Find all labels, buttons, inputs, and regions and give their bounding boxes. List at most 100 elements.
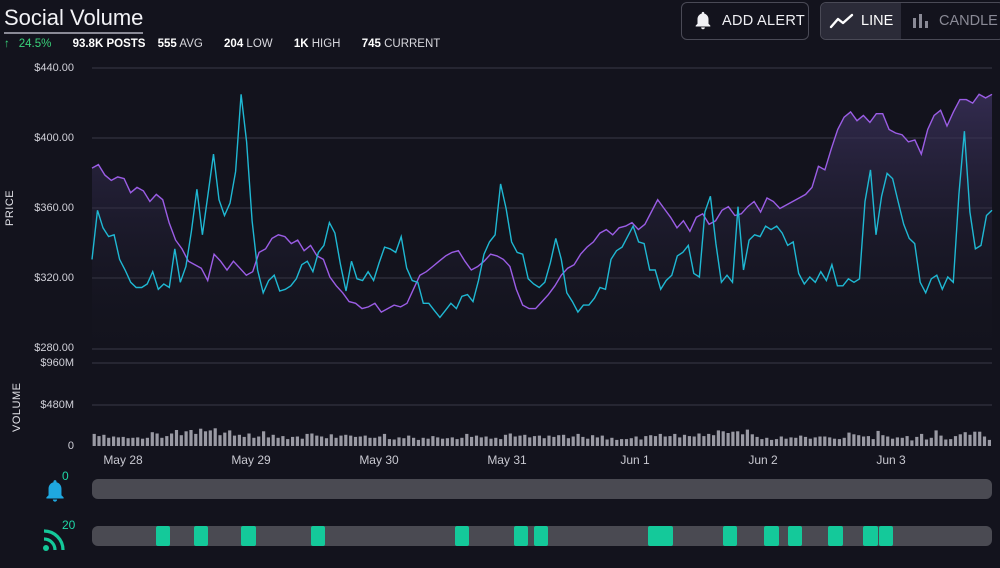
feed-event-marker[interactable] bbox=[722, 526, 738, 546]
volume-bar bbox=[682, 434, 687, 446]
volume-bar bbox=[358, 436, 362, 446]
volume-bar bbox=[649, 435, 653, 446]
price-tick-label: $320.00 bbox=[34, 272, 74, 284]
volume-bar bbox=[702, 436, 706, 446]
volume-bar bbox=[184, 431, 188, 446]
feed-event-marker[interactable] bbox=[787, 526, 803, 546]
price-tick-label: $280.00 bbox=[34, 342, 74, 354]
volume-bar bbox=[237, 434, 241, 446]
volume-bar bbox=[789, 437, 793, 446]
current-stat: 745 CURRENT bbox=[362, 38, 450, 50]
volume-bar bbox=[436, 437, 440, 446]
volume-bar bbox=[610, 437, 614, 446]
volume-tick-label: 0 bbox=[67, 440, 74, 452]
feed-event-marker[interactable] bbox=[764, 526, 779, 546]
avg-value: 555 bbox=[157, 38, 177, 50]
posts-stat: 93.8K POSTS bbox=[73, 38, 146, 50]
feed-event-marker[interactable] bbox=[533, 526, 549, 546]
high-value: 1K bbox=[293, 38, 309, 50]
volume-bar bbox=[397, 437, 401, 446]
volume-bar bbox=[141, 438, 145, 446]
volume-bar bbox=[92, 433, 96, 446]
volume-bar bbox=[982, 436, 987, 446]
feed-event-marker[interactable] bbox=[155, 526, 171, 546]
volume-bar bbox=[658, 433, 662, 446]
volume-bar bbox=[949, 439, 953, 446]
volume-bar bbox=[479, 437, 483, 446]
volume-bar bbox=[818, 436, 822, 446]
volume-bar bbox=[687, 436, 691, 446]
candle-chart-button[interactable]: CANDLE bbox=[901, 3, 1000, 39]
volume-bar bbox=[97, 436, 101, 446]
volume-bar bbox=[939, 435, 943, 446]
volume-bar bbox=[102, 434, 106, 446]
volume-bar bbox=[112, 436, 116, 446]
line-label: LINE bbox=[861, 13, 894, 29]
line-chart-button[interactable]: LINE bbox=[821, 3, 901, 39]
alerts-track[interactable] bbox=[92, 479, 992, 499]
volume-bar bbox=[484, 436, 488, 446]
feed-event-marker[interactable] bbox=[310, 526, 326, 546]
volume-bar bbox=[663, 436, 667, 446]
add-alert-button[interactable]: ADD ALERT bbox=[681, 2, 809, 40]
rss-icon[interactable] bbox=[42, 528, 66, 552]
x-tick-label: Jun 3 bbox=[876, 453, 906, 467]
price-line bbox=[91, 93, 993, 314]
volume-bar bbox=[828, 437, 832, 446]
bell-icon[interactable] bbox=[42, 478, 68, 506]
price-tick-label: $400.00 bbox=[34, 132, 74, 144]
volume-bar bbox=[208, 430, 212, 446]
volume-bar bbox=[716, 430, 720, 446]
chart-type-toggle: LINE CANDLE bbox=[820, 2, 1000, 40]
feed-event-marker[interactable] bbox=[193, 526, 209, 546]
price-tick-label: $360.00 bbox=[34, 202, 74, 214]
volume-bar bbox=[189, 430, 193, 446]
volume-bar bbox=[116, 437, 120, 446]
volume-bar bbox=[300, 438, 304, 446]
volume-bar bbox=[624, 439, 629, 446]
feed-event-marker[interactable] bbox=[514, 526, 529, 546]
feed-track[interactable] bbox=[92, 526, 992, 546]
volume-bar bbox=[968, 434, 972, 446]
volume-bar bbox=[600, 435, 604, 446]
feed-event-marker[interactable] bbox=[241, 526, 256, 546]
feed-event-marker[interactable] bbox=[828, 526, 843, 546]
volume-bar bbox=[402, 438, 406, 446]
volume-bar bbox=[121, 436, 125, 446]
change-stat: ↑ 24.5% bbox=[4, 38, 60, 50]
volume-bar bbox=[174, 430, 179, 446]
volume-bar bbox=[920, 433, 924, 446]
volume-bar bbox=[199, 428, 203, 446]
line-chart-icon bbox=[829, 13, 854, 29]
feed-event-marker[interactable] bbox=[878, 526, 893, 546]
feed-event-marker[interactable] bbox=[863, 526, 878, 546]
volume-bar bbox=[107, 437, 111, 446]
add-alert-label: ADD ALERT bbox=[722, 13, 806, 29]
current-label: CURRENT bbox=[384, 38, 441, 50]
x-tick-label: Jun 2 bbox=[748, 453, 778, 467]
avg-stat: 555 AVG bbox=[158, 38, 212, 50]
feed-event-marker[interactable] bbox=[454, 526, 470, 546]
volume-bar bbox=[852, 434, 856, 446]
volume-bar bbox=[668, 436, 672, 446]
volume-bar bbox=[170, 433, 174, 446]
volume-tick-label: $480M bbox=[40, 399, 74, 411]
volume-bar bbox=[562, 434, 566, 446]
volume-bar bbox=[629, 438, 633, 446]
volume-bar bbox=[378, 436, 382, 446]
volume-bar bbox=[581, 436, 585, 446]
volume-bar bbox=[770, 439, 774, 446]
volume-bar bbox=[131, 437, 135, 446]
low-value: 204 bbox=[224, 38, 244, 50]
volume-bar bbox=[232, 435, 237, 446]
volume-bar bbox=[344, 434, 348, 446]
volume-bar bbox=[416, 439, 420, 446]
volume-bar bbox=[252, 437, 256, 446]
volume-bar bbox=[266, 437, 270, 446]
volume-bar bbox=[774, 439, 779, 446]
volume-bar bbox=[552, 436, 556, 446]
volume-bar bbox=[271, 434, 275, 446]
feed-event-marker[interactable] bbox=[648, 526, 674, 546]
arrow-up-icon: ↑ bbox=[4, 38, 10, 50]
volume-bar bbox=[518, 435, 522, 446]
